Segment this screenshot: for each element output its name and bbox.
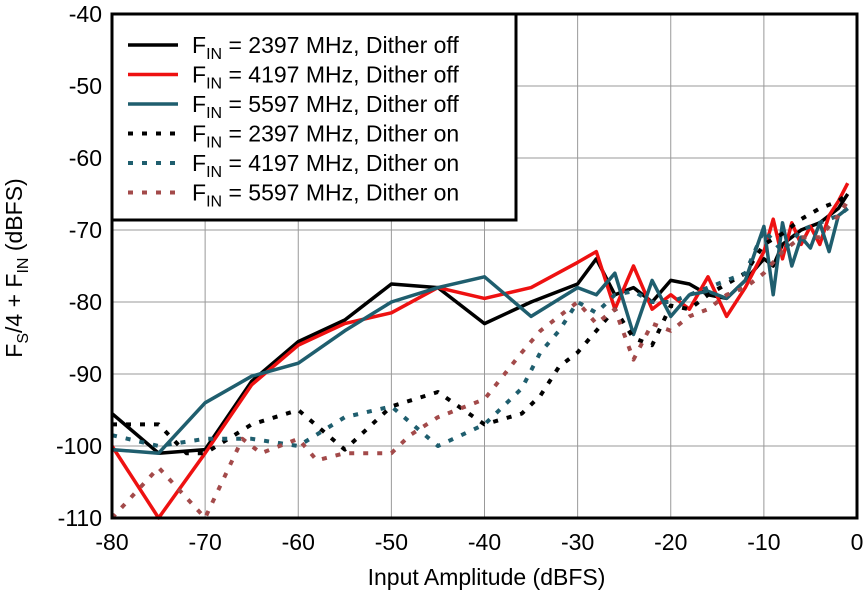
y-axis-label-mid: /4 + F [1, 274, 27, 333]
legend-label-main: F [192, 32, 206, 58]
y-tick-label: -100 [56, 433, 102, 459]
legend-label-sub: IN [206, 46, 222, 63]
legend-label-6: FIN = 5597 MHz, Dither on [192, 180, 459, 211]
legend-label-rest: = 2397 MHz, Dither off [222, 32, 459, 58]
y-axis-label-post: (dBFS) [1, 178, 27, 257]
legend-label-main: F [192, 121, 206, 147]
series-line-3 [111, 207, 849, 455]
y-tick-label: -70 [69, 217, 102, 243]
legend-label-sub: IN [206, 135, 222, 152]
x-tick-label: -70 [189, 529, 222, 555]
legend-label-rest: = 4197 MHz, Dither off [222, 62, 459, 88]
y-axis-label-pre: F [1, 344, 27, 358]
legend-label-rest: = 5597 MHz, Dither off [222, 91, 459, 117]
legend-label-rest: = 4197 MHz, Dither on [222, 150, 459, 176]
y-axis-label-sub2: IN [15, 258, 32, 274]
y-tick-label: -40 [69, 1, 102, 27]
legend-label-2: FIN = 4197 MHz, Dither off [192, 62, 459, 93]
x-tick-label: -80 [95, 529, 128, 555]
legend-label-rest: = 5597 MHz, Dither on [222, 180, 459, 206]
legend-label-sub: IN [206, 105, 222, 122]
y-tick-label: -50 [69, 73, 102, 99]
x-tick-label: -20 [654, 529, 687, 555]
legend-label-sub: IN [206, 164, 222, 181]
x-tick-label: 0 [851, 529, 864, 555]
legend-label-rest: = 2397 MHz, Dither on [222, 121, 459, 147]
series-line-5 [111, 206, 849, 448]
legend-label-sub: IN [206, 76, 222, 93]
x-tick-label: -10 [747, 529, 780, 555]
series-line-2 [110, 182, 850, 520]
legend-label-5: FIN = 4197 MHz, Dither on [192, 150, 459, 181]
x-tick-label: -40 [468, 529, 501, 555]
y-tick-label: -110 [58, 505, 102, 531]
y-axis-label-sub1: S [15, 333, 32, 344]
legend-label-main: F [192, 150, 206, 176]
series-line-4 [112, 192, 849, 456]
x-tick-label: -60 [282, 529, 315, 555]
series-line-1 [110, 193, 850, 455]
y-tick-label: -60 [69, 145, 102, 171]
legend-label-4: FIN = 2397 MHz, Dither on [192, 121, 459, 152]
x-axis-label: Input Amplitude (dBFS) [368, 564, 606, 590]
legend-box [110, 12, 518, 222]
legend-label-main: F [192, 180, 206, 206]
legend-label-main: F [192, 91, 206, 117]
y-tick-label: -90 [69, 361, 102, 387]
y-tick-label: -80 [69, 289, 102, 315]
legend-label-sub: IN [206, 194, 222, 211]
series-line-6 [110, 200, 850, 520]
plot-frame [110, 12, 859, 520]
legend-label-3: FIN = 5597 MHz, Dither off [192, 91, 459, 122]
x-tick-labels: -80 -70 -60 -50 -40 -30 -20 -10 0 [95, 529, 863, 555]
legend-label-1: FIN = 2397 MHz, Dither off [192, 32, 459, 63]
y-tick-labels: -110 -100 -90 -80 -70 -60 -50 -40 [56, 1, 102, 531]
x-tick-label: -30 [561, 529, 594, 555]
series-lines [110, 182, 850, 520]
x-tick-label: -50 [375, 529, 408, 555]
y-axis-label: FS/4 + FIN (dBFS) [1, 178, 32, 357]
legend-label-main: F [192, 62, 206, 88]
